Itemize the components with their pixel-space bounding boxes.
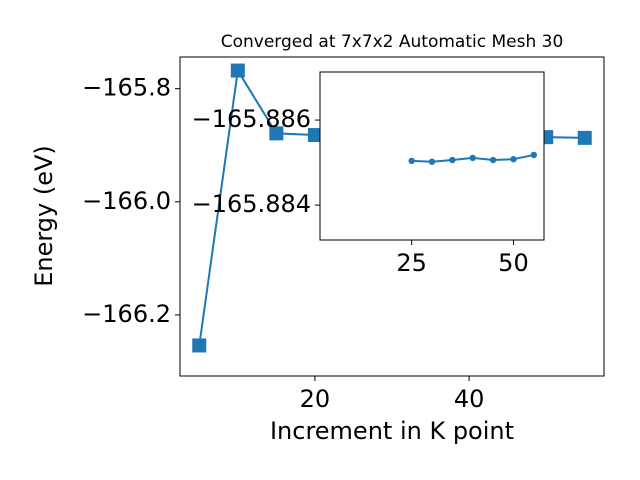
marker	[449, 156, 456, 164]
plot-area	[320, 72, 544, 240]
x-axis-label: Increment in K point	[270, 417, 514, 445]
axes-frame	[319, 71, 545, 241]
marker	[192, 338, 207, 353]
x-tick-label: 40	[454, 385, 485, 413]
marker	[269, 126, 284, 141]
chart-title: Converged at 7x7x2 Automatic Mesh 30	[221, 32, 564, 52]
marker	[469, 154, 476, 162]
y-tick-label: −165.884	[192, 190, 311, 218]
marker	[577, 130, 592, 145]
marker	[408, 157, 415, 165]
y-tick-label: −165.8	[82, 74, 171, 102]
axes-frame	[179, 56, 605, 377]
x-tick-label: 20	[300, 385, 331, 413]
series-group	[408, 151, 538, 165]
marker	[307, 128, 322, 143]
y-axis-label: Energy (eV)	[30, 145, 58, 287]
y-tick-label: −166.0	[82, 187, 171, 215]
x-tick-label: 25	[396, 249, 427, 277]
x-tick-label: 50	[498, 249, 529, 277]
marker	[510, 155, 517, 163]
marker	[489, 156, 497, 164]
marker	[530, 151, 538, 159]
marker	[230, 63, 245, 78]
marker	[428, 158, 436, 165]
y-tick-label: −165.886	[192, 105, 311, 133]
y-tick-label: −166.2	[82, 300, 171, 328]
